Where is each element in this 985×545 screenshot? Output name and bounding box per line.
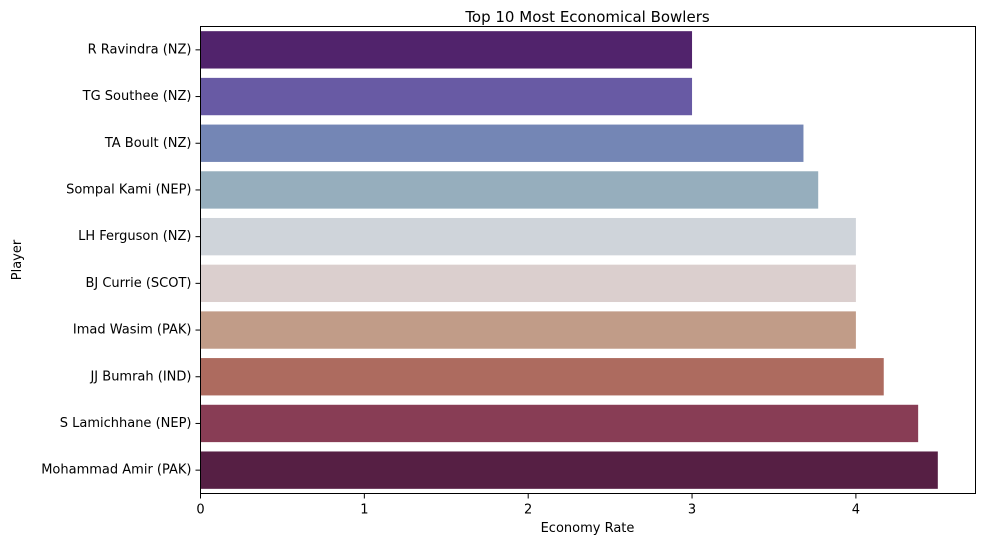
- y-tick-label: JJ Bumrah (IND): [89, 369, 191, 384]
- y-tick-label: LH Ferguson (NZ): [78, 229, 191, 244]
- bar-r-ravindra-nz: [200, 31, 693, 69]
- x-tick-label: 3: [688, 503, 696, 518]
- bar-lh-ferguson-nz: [200, 217, 856, 256]
- x-axis-label: Economy Rate: [541, 521, 635, 536]
- chart-title: Top 10 Most Economical Bowlers: [464, 8, 710, 26]
- y-tick-label: BJ Currie (SCOT): [85, 276, 191, 291]
- y-tick-label: Sompal Kami (NEP): [66, 182, 191, 197]
- plot-frame: [200, 26, 976, 494]
- x-tick-label: 0: [196, 503, 204, 518]
- bar-imad-wasim-pak: [200, 311, 856, 349]
- y-tick-label: R Ravindra (NZ): [88, 42, 192, 57]
- bar-jj-bumrah-ind: [200, 358, 884, 396]
- y-axis-label: Player: [10, 239, 25, 280]
- y-tick-label: S Lamichhane (NEP): [60, 416, 192, 431]
- y-tick-label: Mohammad Amir (PAK): [41, 463, 191, 478]
- y-tick-label: Imad Wasim (PAK): [73, 323, 192, 338]
- bar-bj-currie-scot: [200, 264, 856, 303]
- y-tick-label: TG Southee (NZ): [82, 89, 192, 104]
- y-tick-label: TA Boult (NZ): [104, 136, 192, 151]
- x-tick-label: 1: [360, 503, 368, 518]
- x-tick-label: 2: [524, 503, 532, 518]
- bar-s-lamichhane-nep: [200, 404, 919, 443]
- x-tick-label: 4: [852, 503, 860, 518]
- bar-mohammad-amir-pak: [200, 451, 938, 489]
- x-tick-labels: 0 1 2 3 4: [196, 493, 860, 518]
- bar-sompal-kami-nep: [200, 171, 819, 209]
- bars-group: [200, 31, 938, 489]
- bar-tg-southee-nz: [200, 77, 693, 116]
- bar-ta-boult-nz: [200, 124, 804, 162]
- y-tick-labels: R Ravindra (NZ) TG Southee (NZ) TA Boult (…: [41, 42, 201, 478]
